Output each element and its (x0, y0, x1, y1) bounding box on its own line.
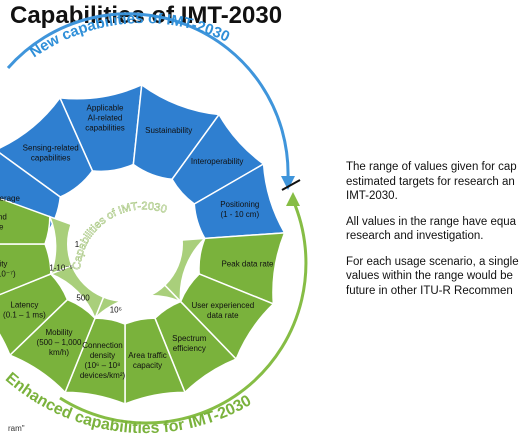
wheel-labels: Applicable AI-related capabilities Sustaina… (0, 104, 274, 380)
enhanced-capability-label: y andnce (0, 212, 7, 231)
enhanced-capability-label: Connection density (10⁶ – 10⁸ devices/km²) (80, 341, 126, 380)
ring-value: 1-10⁻⁵ (49, 263, 73, 272)
ring-value: 10⁶ (110, 305, 122, 314)
footnote: ram" (8, 424, 25, 433)
description-line: All values in the range have equa (346, 215, 517, 228)
ring-value: 500 (76, 294, 90, 303)
enhanced-capability-label: Mobility (500 – 1,000 km/h) (37, 328, 82, 357)
new-capability-label: Applicable AI-related capabilities (85, 104, 125, 133)
enhanced-capabilities-arc (59, 199, 308, 425)
new-capabilities-title: New capabilities of IMT-2030 (27, 10, 232, 61)
new-capability-label: Interoperability (191, 157, 243, 166)
description-line: estimated targets for research an (346, 175, 515, 188)
description-line: future in other ITU-R Recommen (346, 284, 513, 297)
description-line: IMT-2030. (346, 190, 398, 202)
separator-tick (281, 179, 301, 191)
description-text: The range of values given for cap estimat… (346, 160, 530, 310)
new-capabilities-arc (6, 12, 290, 179)
new-capability-label: Positioning (1 - 10 cm) (220, 200, 259, 219)
description-line: The range of values given for cap (346, 161, 517, 173)
enhanced-capability-label: Latency (0.1 – 1 ms) (3, 300, 46, 319)
enhanced-capability-label: Peak data rate (221, 259, 274, 268)
wheel-segments (0, 83, 286, 406)
new-capability-segment (0, 96, 94, 198)
wheel-center (67, 186, 183, 302)
description-paragraph: All values in the range have equa researc… (346, 215, 516, 244)
enhanced-capability-label: Area traffic capacity (128, 351, 167, 370)
green-arrow-head (286, 192, 300, 206)
description-paragraph: For each usage scenario, a single values … (346, 255, 519, 299)
enhanced-capability-label: bility– 1-10⁻⁷) (0, 259, 16, 278)
enhanced-capability-segment (0, 197, 51, 245)
new-capability-label: Sensing-related capabilities (23, 143, 79, 162)
description-line: For each usage scenario, a single (346, 255, 519, 268)
enhanced-capability-label: Spectrum efficiency (172, 334, 207, 353)
blue-arrow-head (281, 176, 295, 190)
description-paragraph: The range of values given for cap estimat… (346, 160, 517, 204)
ring-value: 1 (75, 240, 80, 249)
new-capability-label: overage (0, 194, 21, 203)
ring-values: 1-10⁻⁵ 1 500 10⁶ (49, 240, 122, 314)
description-line: research and investigation. (346, 230, 484, 242)
new-capability-label: Sustainability (145, 126, 192, 135)
description-line: values within the range would be (346, 270, 513, 282)
enhanced-capability-label: User experienced data rate (191, 301, 254, 320)
